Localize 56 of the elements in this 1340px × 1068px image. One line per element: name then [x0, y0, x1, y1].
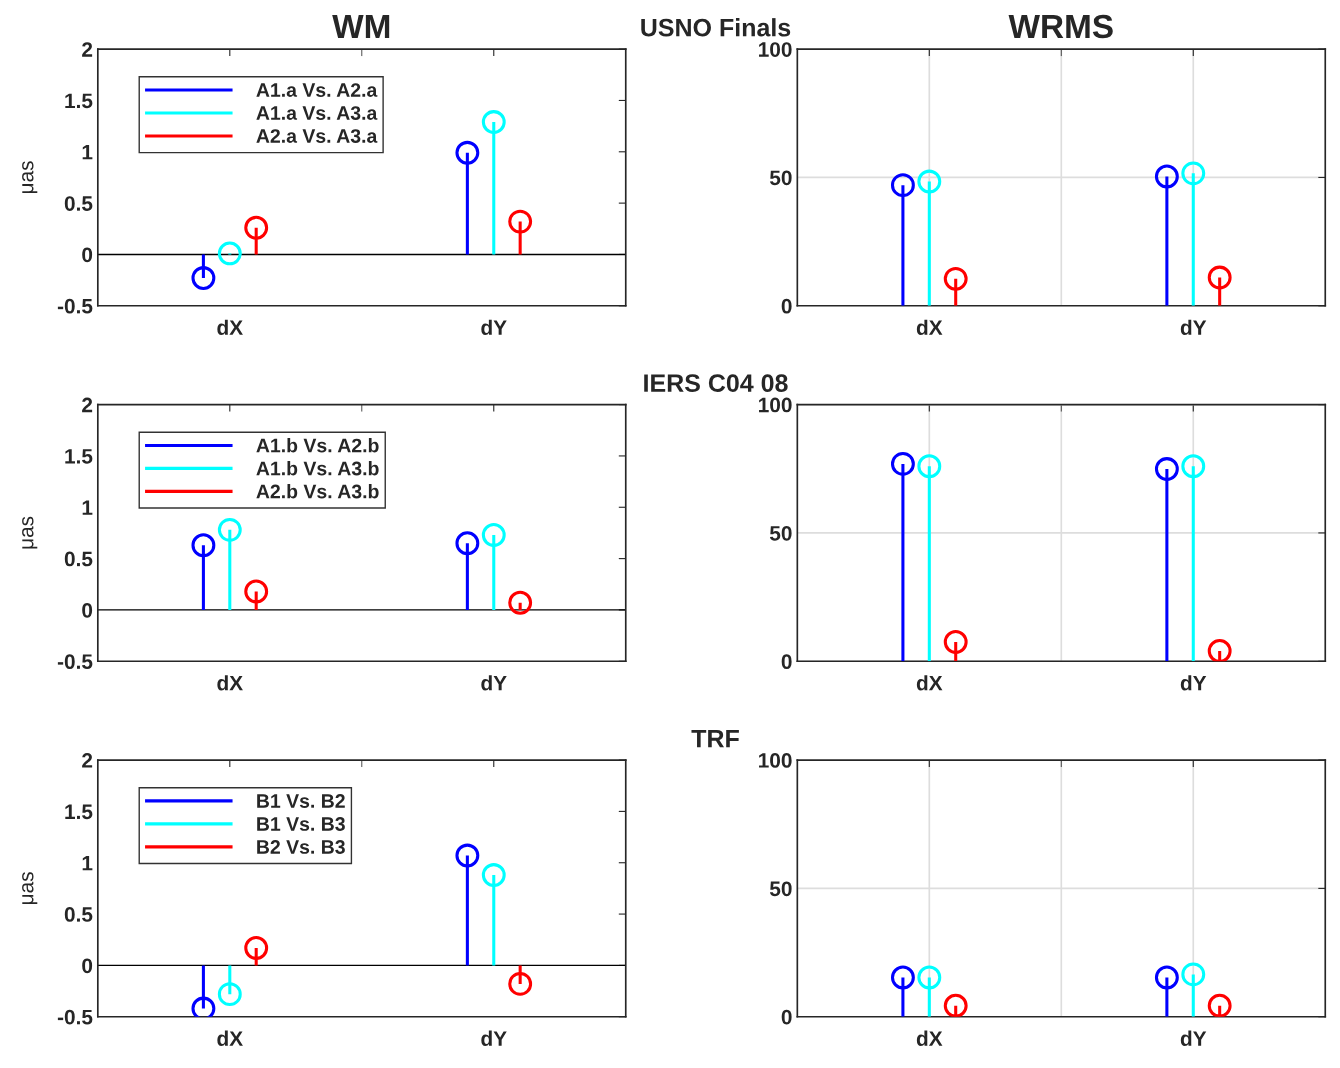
- chart-title: WM: [332, 15, 390, 39]
- y-axis-title: μas: [22, 872, 38, 905]
- y-tick-label: 50: [769, 525, 792, 541]
- y-tick-label: 1.5: [65, 804, 93, 820]
- legend-label: A2.a Vs. A3.a: [256, 129, 378, 143]
- legend-label: A2.b Vs. A3.b: [256, 484, 379, 499]
- legend-label: B1 Vs. B2: [257, 794, 345, 808]
- y-tick-label: 1: [82, 145, 93, 160]
- y-tick-label: 0: [82, 958, 93, 974]
- x-tick-label: dX: [916, 1030, 943, 1046]
- y-tick-label: 0.5: [64, 907, 93, 922]
- y-tick-label: 0: [781, 298, 792, 314]
- text: TRF: [691, 729, 739, 748]
- y-tick-label: 2: [82, 42, 93, 57]
- legend-label: A1.b Vs. A2.b: [256, 438, 379, 453]
- legend-label: B2 Vs. B3: [257, 840, 345, 854]
- y-tick-label: -0.5: [57, 298, 93, 314]
- x-tick-label: dX: [217, 1030, 243, 1046]
- y-tick-label: 50: [769, 881, 792, 897]
- x-tick-label: dX: [916, 675, 943, 691]
- y-tick-label: 1: [82, 855, 93, 871]
- y-tick-label: 2: [82, 753, 93, 768]
- y-tick-label: 0.5: [64, 551, 93, 567]
- y-tick-label: 0: [781, 1009, 792, 1025]
- x-tick-label: dX: [217, 319, 243, 335]
- y-tick-label: -0.5: [57, 1009, 93, 1025]
- x-tick-label: dY: [481, 1030, 507, 1046]
- y-tick-label: 50: [769, 170, 792, 186]
- y-tick-label: 0: [781, 654, 792, 670]
- y-tick-label: 0: [82, 602, 93, 618]
- y-axis-title: μas: [22, 516, 38, 549]
- y-tick-label: 2: [82, 397, 93, 413]
- x-tick-label: dY: [1180, 1030, 1207, 1046]
- y-tick-label: 1: [82, 500, 93, 515]
- x-tick-label: dY: [481, 675, 507, 691]
- x-tick-label: dX: [217, 675, 243, 691]
- y-tick-label: 0.5: [64, 196, 93, 211]
- x-tick-label: dY: [481, 319, 507, 335]
- y-axis-title: μas: [22, 161, 38, 194]
- y-tick-label: 1.5: [65, 449, 93, 464]
- text: USNO Finals: [641, 18, 791, 37]
- x-tick-label: dY: [1180, 675, 1207, 691]
- legend-label: A1.a Vs. A3.a: [256, 106, 378, 120]
- y-tick-label: 100: [759, 42, 792, 57]
- chart-title: WRMS: [1008, 14, 1113, 39]
- x-tick-label: dX: [916, 319, 943, 335]
- y-tick-label: 0: [82, 247, 93, 263]
- legend-label: B1 Vs. B3: [257, 817, 345, 831]
- x-tick-label: dY: [1180, 319, 1207, 335]
- y-tick-label: 100: [759, 397, 792, 413]
- y-tick-label: -0.5: [57, 654, 93, 670]
- y-tick-label: 1.5: [65, 93, 93, 109]
- y-tick-label: 100: [759, 753, 792, 768]
- legend-label: A1.a Vs. A2.a: [256, 83, 378, 97]
- legend-label: A1.b Vs. A3.b: [256, 461, 379, 476]
- text: IERS C04 08: [644, 374, 788, 392]
